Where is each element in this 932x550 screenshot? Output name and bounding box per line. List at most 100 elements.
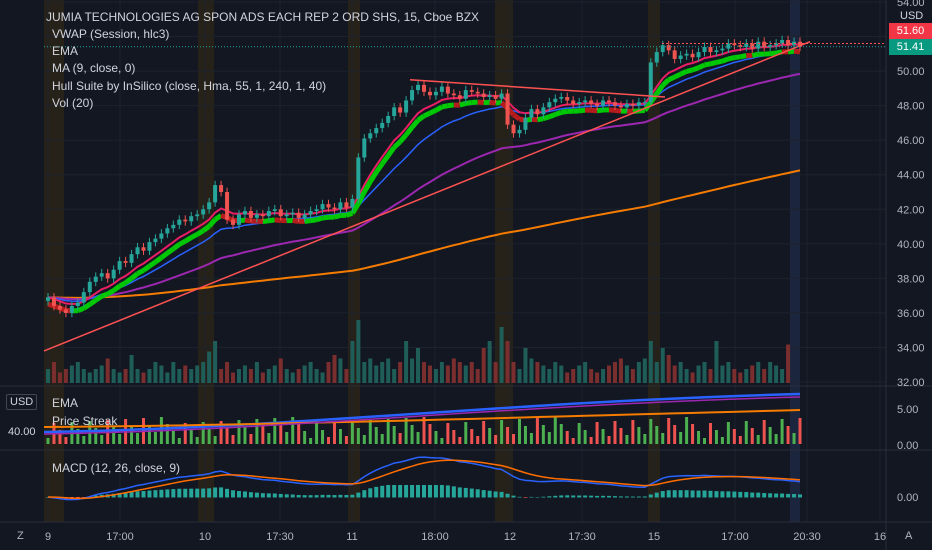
macd-hist-bar xyxy=(708,490,713,498)
candle-body xyxy=(439,86,444,92)
candle-body xyxy=(738,45,743,47)
hull-segment xyxy=(94,294,104,303)
macd-hist-bar xyxy=(284,494,289,498)
streak-bar xyxy=(136,433,140,444)
macd-hist-bar xyxy=(565,495,570,498)
streak-bar xyxy=(619,428,623,444)
candle-body xyxy=(732,43,737,46)
streak-bar xyxy=(219,421,223,444)
candle-body xyxy=(666,45,671,51)
volume-bar xyxy=(756,362,761,383)
macd-hist-bar xyxy=(589,495,594,498)
price-streak-pane xyxy=(43,392,802,444)
legend-ema[interactable]: EMA xyxy=(52,44,79,58)
hull-segment xyxy=(721,56,730,64)
volume-bar xyxy=(457,362,462,383)
volume-bar xyxy=(344,369,349,383)
candle-body xyxy=(183,219,188,222)
macd-hist-bar xyxy=(720,491,725,498)
volume-bar xyxy=(266,369,271,383)
candle-body xyxy=(422,84,426,92)
streak-bar xyxy=(571,438,575,444)
streak-bar xyxy=(344,436,348,444)
candle-body xyxy=(475,91,480,94)
streak-bar xyxy=(46,438,50,444)
streak-bar xyxy=(195,437,199,444)
macd-hist-bar xyxy=(798,494,802,498)
zoom-button[interactable]: Z xyxy=(17,530,24,542)
volume-bar xyxy=(129,355,134,383)
streak-bar xyxy=(685,417,689,444)
ma-line xyxy=(47,72,801,301)
volume-bar xyxy=(46,369,50,383)
auto-scale-button[interactable]: A xyxy=(905,530,913,542)
volume-bar xyxy=(201,362,206,383)
hull-segment xyxy=(392,139,402,150)
hull-segment xyxy=(262,218,270,224)
hull-segment xyxy=(244,217,252,224)
streak-bar xyxy=(165,424,169,444)
streak-bar xyxy=(446,423,450,444)
candle-body xyxy=(195,214,200,217)
candle-body xyxy=(547,102,552,108)
trend-line-up xyxy=(43,41,811,352)
macd-hist-bar xyxy=(660,491,665,498)
hull-segment xyxy=(769,50,777,57)
macd-hist-bar xyxy=(475,489,480,498)
streak-bar xyxy=(76,429,80,444)
volume-bar xyxy=(177,369,182,383)
candle-body xyxy=(362,138,367,158)
streak-bar xyxy=(183,423,187,444)
legend-hull[interactable]: Hull Suite by InSilico (close, Hma, 55, … xyxy=(52,79,327,93)
legend-ma[interactable]: MA (9, close, 0) xyxy=(52,61,136,75)
streak-bar xyxy=(529,433,533,444)
candle-body xyxy=(248,211,253,218)
hull-segment xyxy=(715,58,723,65)
macd-hist-bar xyxy=(756,492,761,498)
hull-segment xyxy=(129,271,140,281)
candle-body xyxy=(398,107,403,113)
candle-body xyxy=(332,207,337,210)
volume-bar xyxy=(612,362,617,383)
macd-hist-bar xyxy=(726,491,731,498)
streak-bar xyxy=(338,429,342,444)
streak-bar xyxy=(309,438,313,444)
legend-vol[interactable]: Vol (20) xyxy=(52,96,94,110)
candle-body xyxy=(260,214,265,217)
time-tick-label: 18:00 xyxy=(421,531,449,543)
candle-body xyxy=(308,211,313,215)
candle-body xyxy=(511,124,516,134)
streak-bar xyxy=(506,427,510,444)
streak-bar xyxy=(637,427,641,444)
macd-hist-bar xyxy=(624,496,629,498)
volume-bar xyxy=(51,362,56,383)
volume-bar xyxy=(708,369,713,383)
candle-body xyxy=(780,40,785,44)
candle-body xyxy=(750,43,755,49)
streak-bar xyxy=(494,435,498,444)
macd-hist-bar xyxy=(254,492,259,498)
price-axis-currency[interactable]: USD xyxy=(900,10,924,22)
candle-body xyxy=(559,97,564,99)
volume-bar xyxy=(720,365,725,383)
volume-bar xyxy=(750,365,755,383)
pane2-legend-streak[interactable]: Price Streak xyxy=(52,414,118,428)
volume-bar xyxy=(69,365,74,383)
volume-bar xyxy=(732,369,737,383)
pane2-usd-label[interactable]: USD xyxy=(6,394,38,410)
legend-vwap[interactable]: VWAP (Session, hlc3) xyxy=(52,27,170,41)
hull-segment xyxy=(356,190,367,205)
hull-segment xyxy=(751,51,759,58)
streak-bar xyxy=(452,430,456,444)
macd-hist-bar xyxy=(147,490,152,498)
pane3-legend-macd[interactable]: MACD (12, 26, close, 9) xyxy=(52,461,181,475)
streak-bar xyxy=(458,437,462,444)
streak-bar xyxy=(476,436,480,444)
macd-hist-bar xyxy=(410,485,415,498)
macd-hist-bar xyxy=(368,488,373,498)
streak-bar xyxy=(398,433,402,444)
candle-body xyxy=(648,62,653,103)
pane2-legend-ema[interactable]: EMA xyxy=(52,396,79,410)
volume-bar xyxy=(487,341,492,383)
